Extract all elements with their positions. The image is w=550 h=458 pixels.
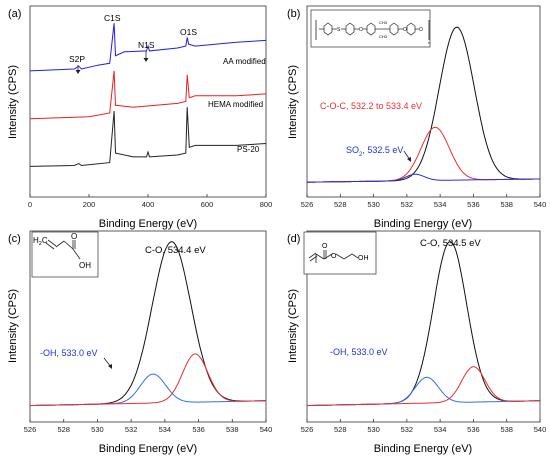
panel-d-series [306, 241, 541, 407]
tick-label-3-6: 538 [500, 425, 513, 434]
tick-label-3-4: 534 [434, 425, 447, 434]
label-c1s: C1S [104, 13, 121, 23]
panel-d: (d) Intensity (CPS) Binding Energy (eV) … [287, 230, 547, 455]
tick-label-3-2: 530 [367, 425, 380, 434]
arrow-s2p-head [75, 70, 81, 74]
tick-label-1-2: 530 [367, 200, 380, 209]
tick-label-0-1: 200 [83, 200, 96, 209]
panel-c-xlabel: Binding Energy (eV) [99, 443, 197, 455]
tick-label-2-3: 532 [125, 425, 138, 434]
tick-label-1-3: 532 [401, 200, 414, 209]
svg-text:O: O [419, 27, 423, 33]
panel-c-ticks: 526 528 530 532 534 536 538 540 [24, 419, 273, 434]
label-o1s: O1S [180, 27, 197, 37]
tick-label-3-3: 532 [401, 425, 414, 434]
svg-text:OH: OH [358, 255, 369, 262]
panel-a-ylabel: Intensity (CPS) [7, 65, 19, 139]
tick-label-2-1: 528 [57, 425, 70, 434]
panel-b-label: (b) [287, 8, 300, 20]
tick-label-1-1: 528 [334, 200, 347, 209]
label-aa-modified: AA modified [223, 57, 266, 66]
tick-label-0-0: 0 [28, 200, 32, 209]
panel-c: (c) Intensity (CPS) Binding Energy (eV) … [7, 230, 273, 455]
svg-text:S: S [337, 27, 341, 33]
arrow-so2-head [407, 157, 411, 162]
panel-b-frame [306, 5, 541, 198]
tick-label-2-6: 538 [226, 425, 239, 434]
label-coc: C-O-C, 532.2 to 533.4 eV [320, 101, 422, 111]
tick-label-3-7: 540 [534, 425, 547, 434]
label-ps20: PS-20 [237, 145, 260, 154]
panel-b: (b) Intensity (CPS) Binding Energy (eV) … [287, 5, 547, 230]
tick-label-3-5: 536 [467, 425, 480, 434]
tick-label-2-2: 530 [91, 425, 104, 434]
series-line-0-0 [29, 23, 267, 72]
tick-label-2-5: 536 [192, 425, 205, 434]
panel-a-ticks: 0 200 400 600 800 [28, 194, 272, 209]
label-n1s: N1S [138, 40, 155, 50]
panel-d-ticks: 526 528 530 532 534 536 538 540 [301, 419, 547, 434]
panel-d-label: (d) [287, 233, 300, 245]
svg-text:O: O [322, 243, 328, 250]
tick-label-2-4: 534 [159, 425, 172, 434]
series-line-0-1 [29, 70, 267, 120]
tick-label-0-2: 400 [142, 200, 155, 209]
panel-b-xlabel: Binding Energy (eV) [374, 218, 472, 230]
series-line-1-2 [307, 173, 541, 183]
panel-d-ylabel: Intensity (CPS) [287, 289, 299, 363]
svg-text:OH: OH [79, 261, 91, 270]
panel-c-frame [29, 230, 267, 423]
tick-label-2-0: 526 [24, 425, 37, 434]
label-c-oh: -OH, 533.0 eV [40, 348, 98, 358]
panel-b-series [307, 26, 541, 183]
label-s2p: S2P [69, 54, 85, 64]
hema-structure-image: O O OH [303, 231, 377, 275]
series-line-0-2 [29, 107, 267, 167]
panel-c-ylabel: Intensity (CPS) [7, 289, 19, 363]
svg-text:O: O [71, 232, 77, 241]
tick-label-3-0: 526 [301, 425, 314, 434]
tick-label-1-6: 538 [500, 200, 513, 209]
tick-label-0-4: 800 [260, 200, 273, 209]
panel-d-xlabel: Binding Energy (eV) [374, 443, 472, 455]
tick-label-0-3: 600 [201, 200, 214, 209]
label-d-co: C-O, 534.5 eV [420, 238, 481, 249]
tick-label-1-4: 534 [434, 200, 447, 209]
tick-label-1-0: 526 [301, 200, 314, 209]
svg-text:O: O [359, 27, 363, 33]
tick-label-3-1: 528 [334, 425, 347, 434]
label-c-co: C-O, 534.4 eV [145, 245, 206, 256]
series-line-3-2 [306, 366, 541, 407]
panel-b-ticks: 526 528 530 532 534 536 538 540 [301, 194, 547, 209]
ps-structure-image: S O CH3 CH3 O O n [310, 9, 431, 48]
svg-text:O: O [403, 27, 407, 33]
svg-text:H2C: H2C [33, 236, 48, 247]
svg-text:CH3: CH3 [379, 20, 388, 25]
panel-a: (a) Intensity (CPS) Binding Energy (eV) … [7, 5, 272, 230]
svg-text:O: O [331, 253, 337, 260]
panel-d-frame [306, 230, 541, 423]
label-so2: SO2, 532.5 eV [346, 145, 403, 158]
svg-text:n: n [428, 40, 430, 45]
arrow-c-oh-head [108, 364, 112, 369]
panel-a-label: (a) [8, 8, 21, 20]
panel-c-label: (c) [8, 233, 21, 245]
tick-label-1-7: 540 [534, 200, 547, 209]
tick-label-1-5: 536 [467, 200, 480, 209]
series-line-3-1 [306, 376, 541, 407]
tick-label-2-7: 540 [260, 425, 273, 434]
panel-c-series [29, 241, 267, 407]
label-d-oh: -OH, 533.0 eV [330, 347, 388, 357]
label-hema-modified: HEMA modified [208, 100, 263, 109]
series-line-2-2 [29, 353, 267, 407]
svg-text:CH3: CH3 [379, 34, 388, 39]
aa-structure-image: H2C O OH [31, 231, 99, 278]
panel-b-ylabel: Intensity (CPS) [287, 65, 299, 139]
panel-a-series [29, 23, 267, 167]
panel-a-xlabel: Binding Energy (eV) [99, 218, 197, 230]
arrow-n1s-head [143, 58, 149, 62]
